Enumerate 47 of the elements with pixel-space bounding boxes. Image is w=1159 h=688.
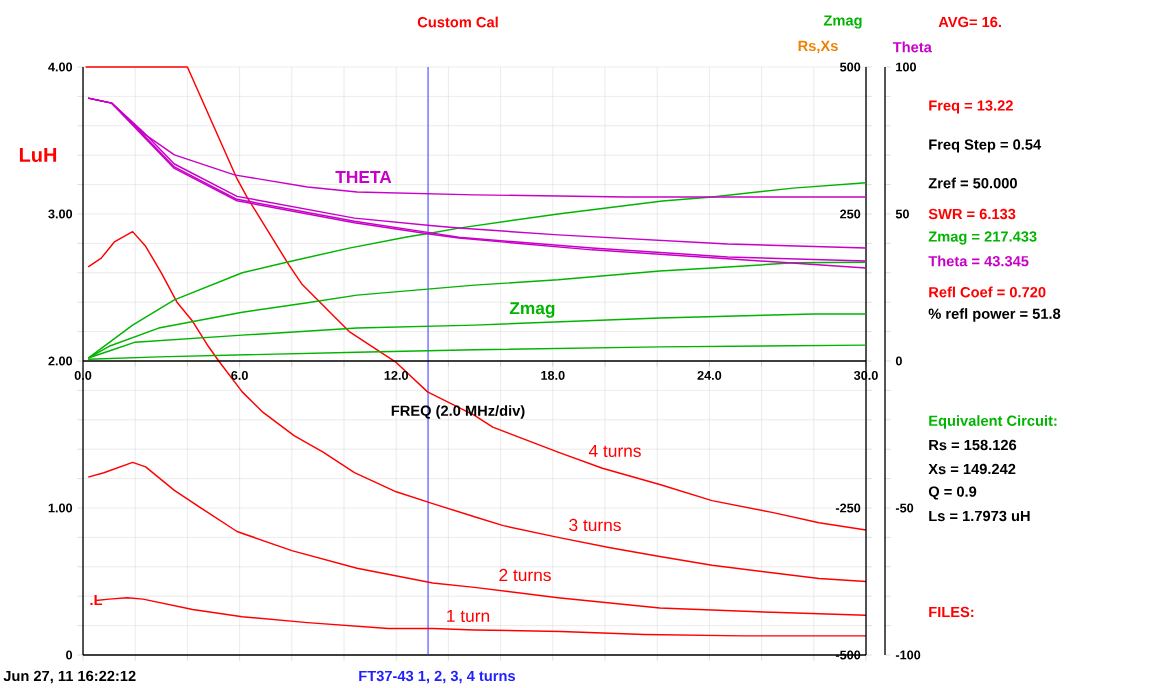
y2-tick-label: 500 <box>840 62 861 72</box>
text: % refl power = 51.8 <box>928 308 1061 322</box>
y3-tick-label: -50 <box>895 503 914 513</box>
y3-axis-title: Theta <box>892 41 932 53</box>
text: Zref = 50.000 <box>928 177 1017 189</box>
y3-tick-label: 50 <box>895 209 909 219</box>
text: Xs = 149.242 <box>928 463 1016 475</box>
y-axis-title: LuH <box>19 148 57 162</box>
y-tick-label: 0 <box>66 650 73 660</box>
text: Rs = 158.126 <box>929 439 1017 451</box>
text: Refl Coef = 0.720 <box>929 286 1046 298</box>
text: Zmag = 217.433 <box>928 231 1037 245</box>
annotation: .L <box>90 594 103 606</box>
x-axis-title: FREQ (2.0 MHz/div) <box>391 405 525 419</box>
y-tick-label: 1.00 <box>48 503 73 513</box>
x-tick-label: 18.0 <box>541 370 565 380</box>
text: Jun 27, 11 16:22:12 <box>3 670 136 684</box>
text: FILES: <box>929 606 974 618</box>
series-label: 1 turn <box>447 609 490 623</box>
x-tick-label: 6.0 <box>231 370 248 380</box>
y3-tick-label: -100 <box>895 650 921 660</box>
x-tick-label: 12.0 <box>384 370 409 380</box>
y3-tick-label: 0 <box>895 356 902 366</box>
text: Q = 0.9 <box>928 486 977 500</box>
y-tick-label: 4.00 <box>48 62 73 72</box>
text: Equivalent Circuit: <box>929 415 1057 429</box>
text: FT37-43 1, 2, 3, 4 turns <box>359 670 515 684</box>
y3-tick-label: 100 <box>896 62 917 72</box>
y-tick-label: 3.00 <box>48 209 73 219</box>
y2-tick-label: 250 <box>840 209 861 219</box>
y2-tick-label: -250 <box>835 503 861 513</box>
text: Freq = 13.22 <box>929 100 1013 114</box>
y2-axis-title: Rs,Xs <box>798 40 838 54</box>
series-label: 4 turns <box>588 444 641 458</box>
x-tick-label: 24.0 <box>697 370 722 380</box>
annotation: THETA <box>335 171 392 183</box>
text: Zmag <box>823 15 862 29</box>
y-tick-label: 2.00 <box>48 356 73 366</box>
series-label: 2 turns <box>499 568 551 582</box>
series-label: 3 turns <box>569 518 621 532</box>
text: Ls = 1.7973 uH <box>929 510 1030 522</box>
text: Freq Step = 0.54 <box>929 139 1042 153</box>
text: SWR = 6.133 <box>928 208 1016 220</box>
annotation: Zmag <box>509 302 555 318</box>
text: AVG= 16. <box>938 16 1001 28</box>
chart-title: Custom Cal <box>417 16 498 28</box>
text: Theta = 43.345 <box>928 255 1029 267</box>
